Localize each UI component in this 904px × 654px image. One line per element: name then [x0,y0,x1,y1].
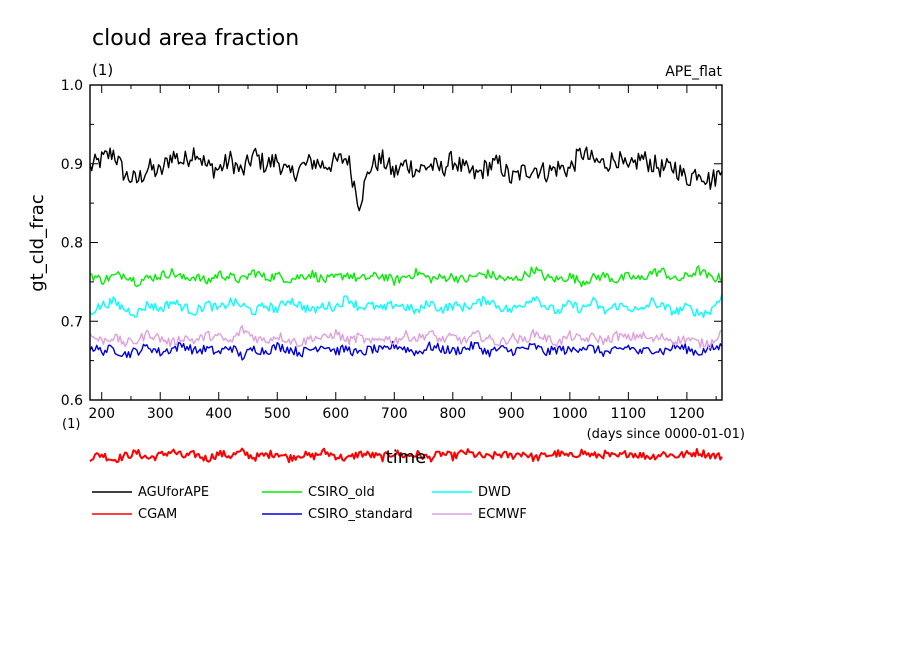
legend-label: AGUforAPE [138,485,209,500]
series-line-ecmwf [89,324,723,349]
legend-label: CSIRO_standard [308,507,413,522]
legend: AGUforAPE CGAM CSIRO_old CSIRO_standard DWD E… [92,485,527,522]
legend-item-ecmwf: ECMWF [432,507,527,522]
x-tick-label: 500 [264,406,291,422]
x-tick-label: 800 [439,406,466,422]
legend-item-csiro-old: CSIRO_old [262,485,375,500]
x-unit: (days since 0000-01-01) [587,427,745,442]
legend-label: CSIRO_old [308,485,375,500]
chart-title: cloud area fraction [92,26,299,51]
legend-item-cgam: CGAM [92,507,177,522]
legend-item-aguforape: AGUforAPE [92,485,209,500]
x-tick-label: 900 [498,406,525,422]
series-line-dwd [89,293,723,318]
x-tick-label: 300 [147,406,174,422]
y-tick-label: 1.0 [61,78,83,94]
y-axis-label: gt_cld_frac [27,194,48,291]
y-tick-label: 0.6 [61,393,83,409]
series-line-aguforape [89,146,723,212]
x-tick-label: 200 [88,406,115,422]
legend-label: ECMWF [478,507,527,522]
x-tick-label: 400 [205,406,232,422]
y-tick-label: 0.9 [61,157,83,173]
legend-label: DWD [478,485,511,500]
legend-item-dwd: DWD [432,485,511,500]
x-axis-label: time [386,447,427,468]
case-label: APE_flat [665,64,722,80]
legend-item-csiro-standard: CSIRO_standard [262,507,413,522]
x-tick-label: 600 [322,406,349,422]
y-unit: (1) [62,417,80,432]
axes-layer: 200 300 400 500 600 700 800 900 1000 1100 1200 0.6 0… [61,78,722,422]
series-line-csiro-standard [89,340,723,361]
y-tick-label: 0.7 [61,314,83,330]
y-tick-label: 0.8 [61,236,83,252]
x-tick-label: 1000 [552,406,588,422]
title-unit: (1) [92,61,113,79]
series-layer [89,146,723,464]
x-tick-label: 700 [381,406,408,422]
legend-label: CGAM [138,507,177,522]
series-line-csiro-old [89,265,723,288]
x-tick-label: 1100 [611,406,647,422]
series-line-cgam [89,447,723,464]
x-tick-label: 1200 [669,406,705,422]
